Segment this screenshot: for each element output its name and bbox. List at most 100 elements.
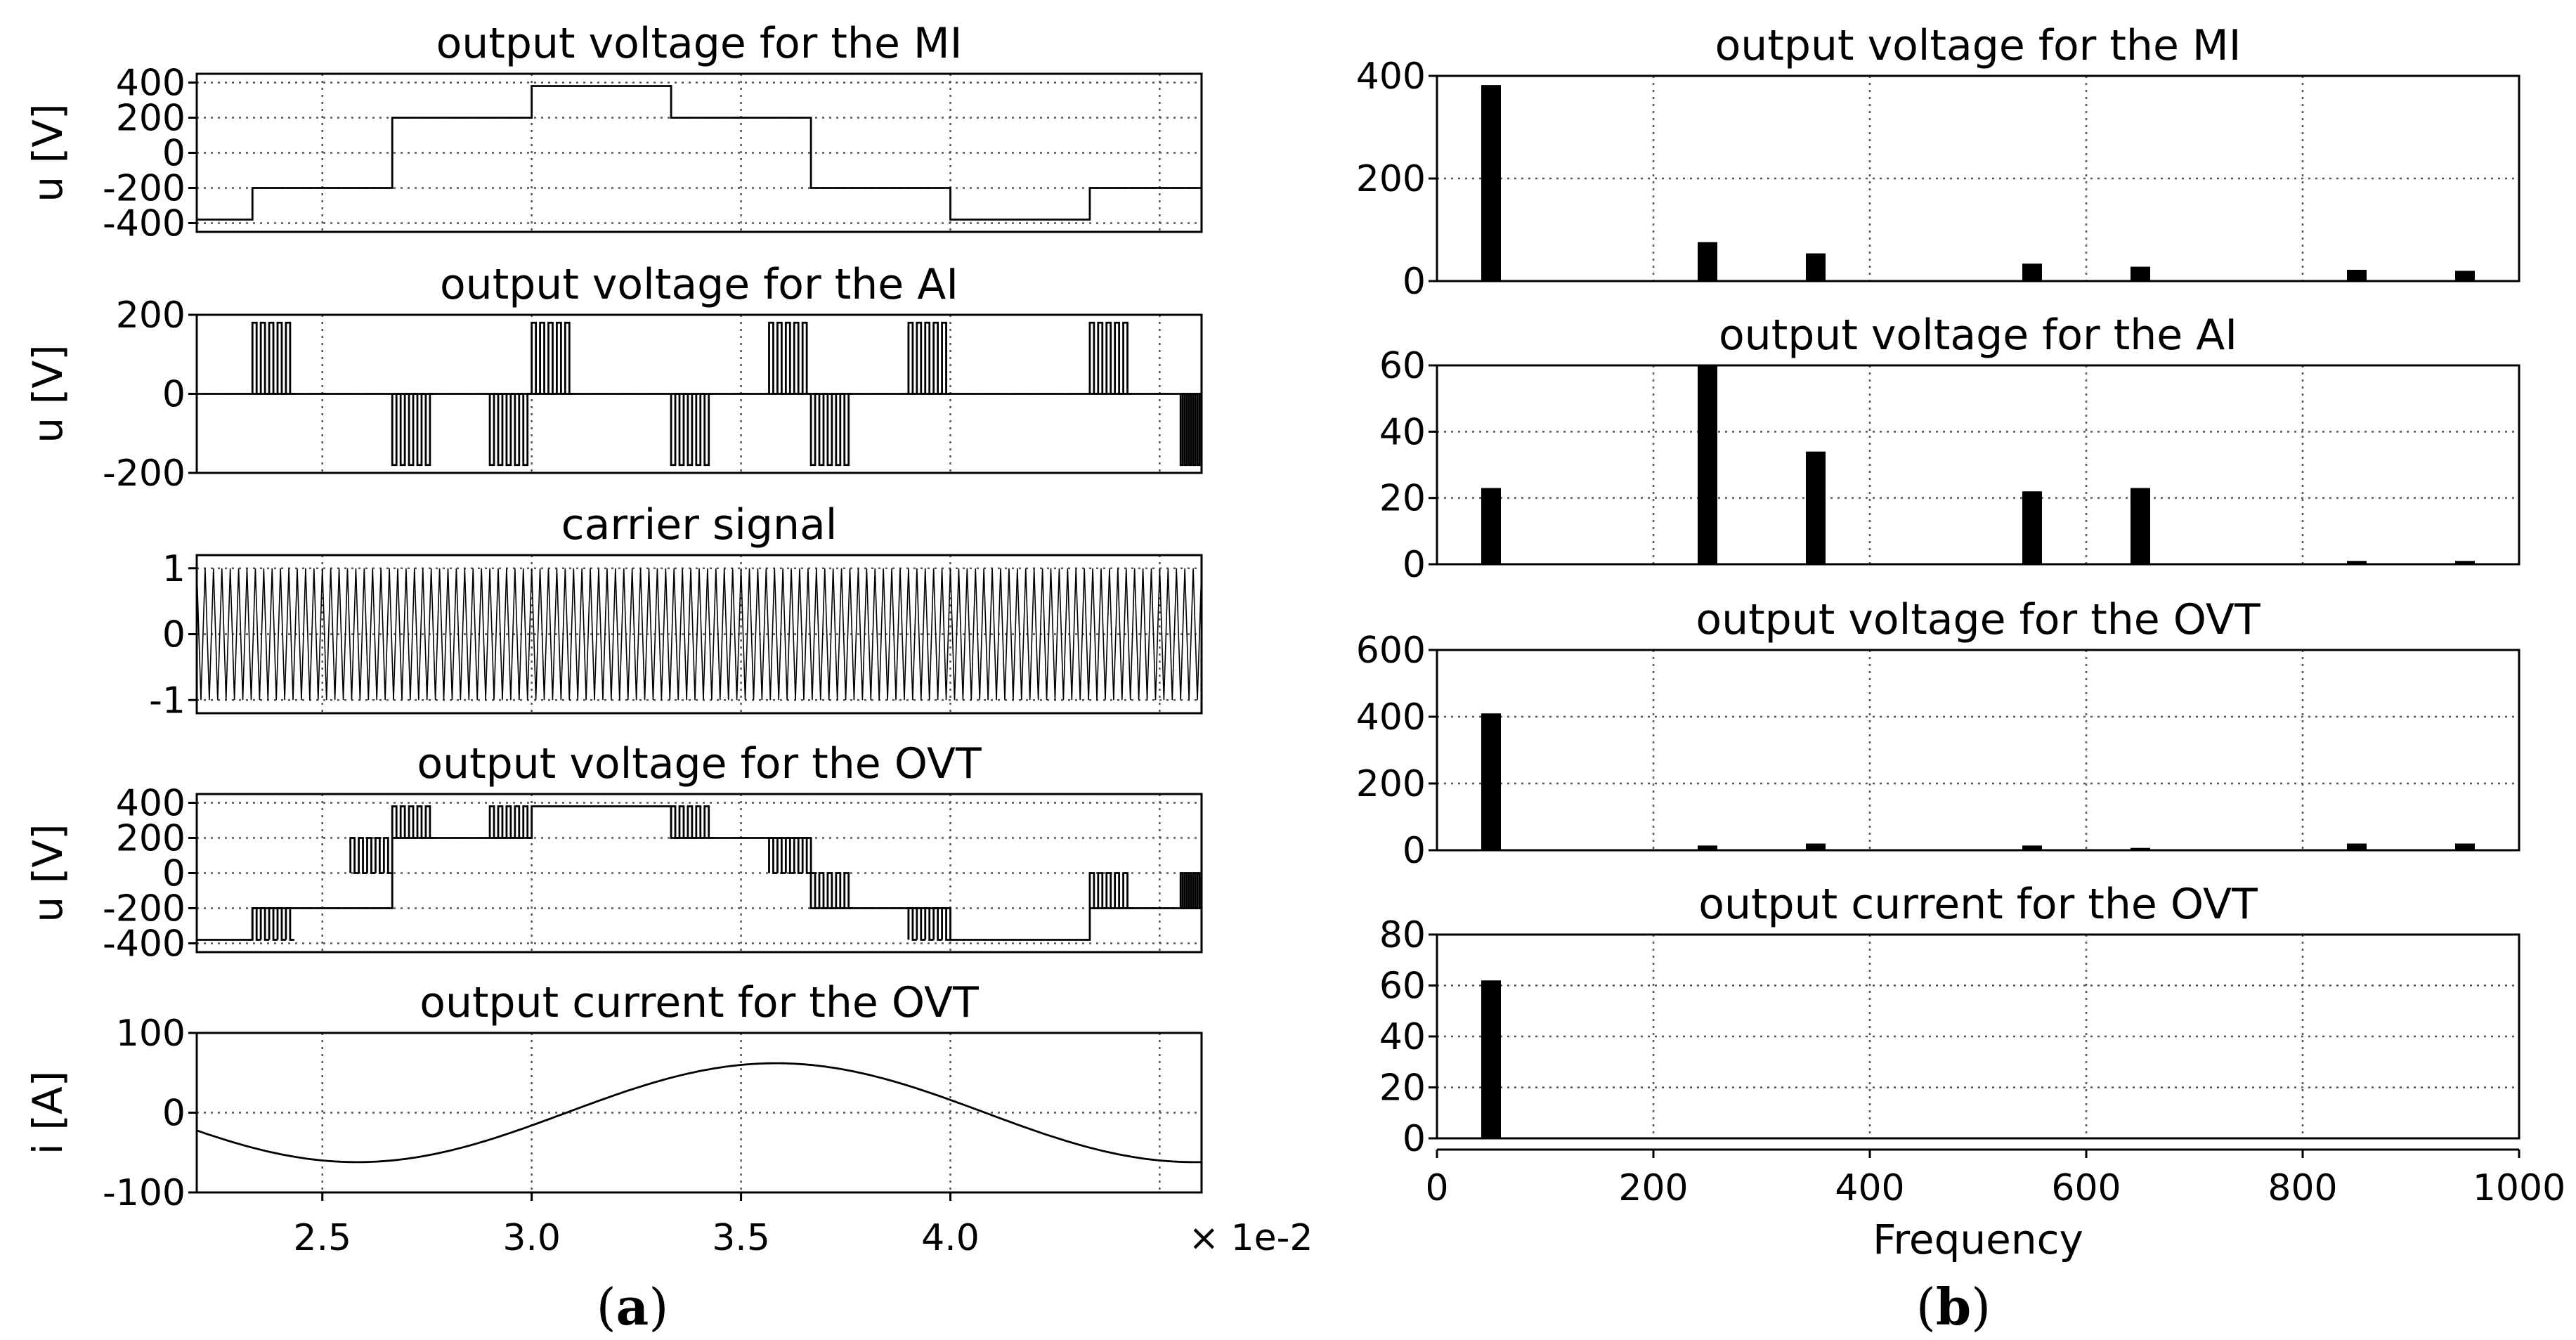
ytick-label-a2-2: -200 — [103, 453, 186, 495]
pwm-burst-a4-3 — [488, 805, 532, 839]
chart-title-b4: output current for the OVT — [1698, 880, 2258, 929]
xtick-label-b4-5: 1000 — [2473, 1167, 2565, 1209]
ytick-label-b1-1: 200 — [1356, 158, 1426, 200]
plot-area-a5 — [197, 1062, 1202, 1164]
bar-b1-4 — [2131, 266, 2150, 281]
ytick-label-a5-1: 0 — [162, 1093, 186, 1135]
chart-title-a3: carrier signal — [561, 500, 838, 549]
chart-title-a5: output current for the OVT — [419, 978, 979, 1027]
pwm-burst-a4-5 — [768, 837, 812, 874]
ytick-label-a4-0: 400 — [116, 783, 186, 825]
pwm-burst-a4-6 — [809, 872, 853, 909]
bar-b3-5 — [2347, 843, 2367, 850]
pwm-burst-a4-9 — [1179, 872, 1202, 909]
plot-area-a2 — [197, 321, 1202, 467]
series-line-a1-0 — [197, 85, 1202, 221]
plot-area-a4 — [197, 805, 1202, 941]
chart-b1: output voltage for the MI 400 200 0 — [1356, 21, 2520, 303]
bar-b3-4 — [2131, 847, 2150, 850]
plot-area-b4 — [1481, 980, 1501, 1138]
pwm-burst-a2-9 — [1179, 393, 1202, 467]
caption-a: (a) — [597, 1277, 669, 1336]
ytick-label-b4-0: 80 — [1379, 914, 1426, 956]
ytick-label-a1-1: 200 — [116, 98, 186, 140]
xtick-label-b4-4: 800 — [2268, 1167, 2337, 1209]
ytick-label-b2-0: 60 — [1379, 345, 1426, 387]
chart-a2: output voltage for the AI 200 0 -200 u [V] — [24, 260, 1203, 495]
ytick-label-a1-4: -400 — [103, 203, 186, 245]
xtick-label-b4-3: 600 — [2051, 1167, 2121, 1209]
plot-frame-b2 — [1436, 364, 2520, 566]
ytick-label-a1-2: 0 — [162, 133, 186, 175]
plot-area-a1 — [197, 85, 1202, 221]
ylabel-a5: i [A] — [24, 1071, 72, 1154]
ytick-label-b4-2: 40 — [1379, 1016, 1426, 1058]
plot-frame-a3 — [195, 554, 1203, 715]
bar-b1-5 — [2347, 269, 2367, 281]
bar-b2-2 — [1806, 451, 1826, 564]
ytick-label-a2-1: 0 — [162, 374, 186, 416]
ytick-label-a4-4: -400 — [103, 923, 186, 965]
bar-b2-6 — [2455, 561, 2475, 564]
chart-a1: output voltage for the MI 4002000-200-400… — [24, 19, 1203, 245]
bar-b2-1 — [1698, 365, 1717, 564]
xtick-label-b4-2: 400 — [1835, 1167, 1904, 1209]
ylabel-a1: u [V] — [24, 103, 72, 202]
ytick-label-a2-0: 200 — [116, 294, 186, 337]
ylabel-a2: u [V] — [24, 344, 72, 443]
ytick-label-a4-3: -200 — [103, 888, 186, 930]
chart-title-b2: output voltage for the AI — [1719, 311, 2237, 360]
series-line-a5-0 — [197, 1062, 1202, 1164]
bar-b1-2 — [1806, 253, 1826, 281]
plot-frame-b4 — [1436, 933, 2520, 1140]
bar-b3-6 — [2455, 843, 2475, 850]
chart-title-b1: output voltage for the MI — [1715, 21, 2242, 70]
bar-b1-0 — [1481, 85, 1501, 281]
xtick-label-a5-1: 3.0 — [502, 1217, 561, 1259]
pwm-burst-a2-2 — [531, 321, 574, 395]
ytick-label-a1-3: -200 — [103, 168, 186, 210]
plot-frame-b1 — [1436, 74, 2520, 282]
plot-frame-a5 — [195, 1032, 1203, 1194]
ytick-label-b3-1: 400 — [1356, 696, 1426, 739]
pwm-burst-a2-3 — [488, 393, 532, 467]
ytick-label-b3-2: 200 — [1356, 763, 1426, 805]
ytick-label-b4-4: 0 — [1403, 1118, 1426, 1160]
plot-area-b3 — [1481, 713, 2475, 850]
ytick-label-b1-0: 400 — [1356, 56, 1426, 98]
series-line-a3-0 — [197, 568, 1202, 701]
chart-title-a1: output voltage for the MI — [436, 19, 963, 68]
xtick-label-a5-0: 2.5 — [293, 1217, 351, 1259]
xtick-label-b4-1: 200 — [1618, 1167, 1688, 1209]
ytick-label-a3-0: 1 — [162, 548, 186, 590]
ytick-label-b3-0: 600 — [1356, 630, 1426, 672]
ytick-label-a1-0: 400 — [116, 63, 186, 105]
bar-b3-2 — [1806, 843, 1826, 850]
bar-b2-0 — [1481, 488, 1501, 564]
xtick-label-a5-3: 4.0 — [921, 1217, 980, 1259]
chart-b3: output voltage for the OVT 600 400 200 0 — [1356, 595, 2520, 872]
bar-b2-4 — [2131, 488, 2150, 564]
pwm-burst-a2-0 — [251, 321, 294, 395]
xunit-label-a5: × 1e-2 — [1188, 1217, 1313, 1259]
pwm-burst-a2-6 — [809, 393, 853, 467]
ytick-label-b1-2: 0 — [1403, 261, 1426, 303]
pwm-burst-a2-1 — [391, 393, 434, 467]
ytick-label-a4-1: 200 — [116, 818, 186, 860]
plot-area-a3 — [197, 568, 1202, 701]
ytick-label-b4-3: 20 — [1379, 1067, 1426, 1110]
ytick-label-b2-1: 40 — [1379, 411, 1426, 453]
ytick-label-b2-3: 0 — [1403, 544, 1426, 586]
series-line-a4-0 — [197, 805, 1202, 941]
ytick-label-b3-3: 0 — [1403, 830, 1426, 872]
bar-b3-0 — [1481, 713, 1501, 850]
plot-frame-a2 — [195, 313, 1203, 474]
bar-b2-5 — [2347, 561, 2367, 564]
bar-b3-3 — [2022, 845, 2042, 850]
bar-b3-1 — [1698, 845, 1717, 850]
chart-a3: carrier signal 1 0 -1 — [149, 500, 1203, 722]
plot-area-b2 — [1481, 365, 2475, 564]
ytick-label-a3-1: 0 — [162, 614, 186, 656]
